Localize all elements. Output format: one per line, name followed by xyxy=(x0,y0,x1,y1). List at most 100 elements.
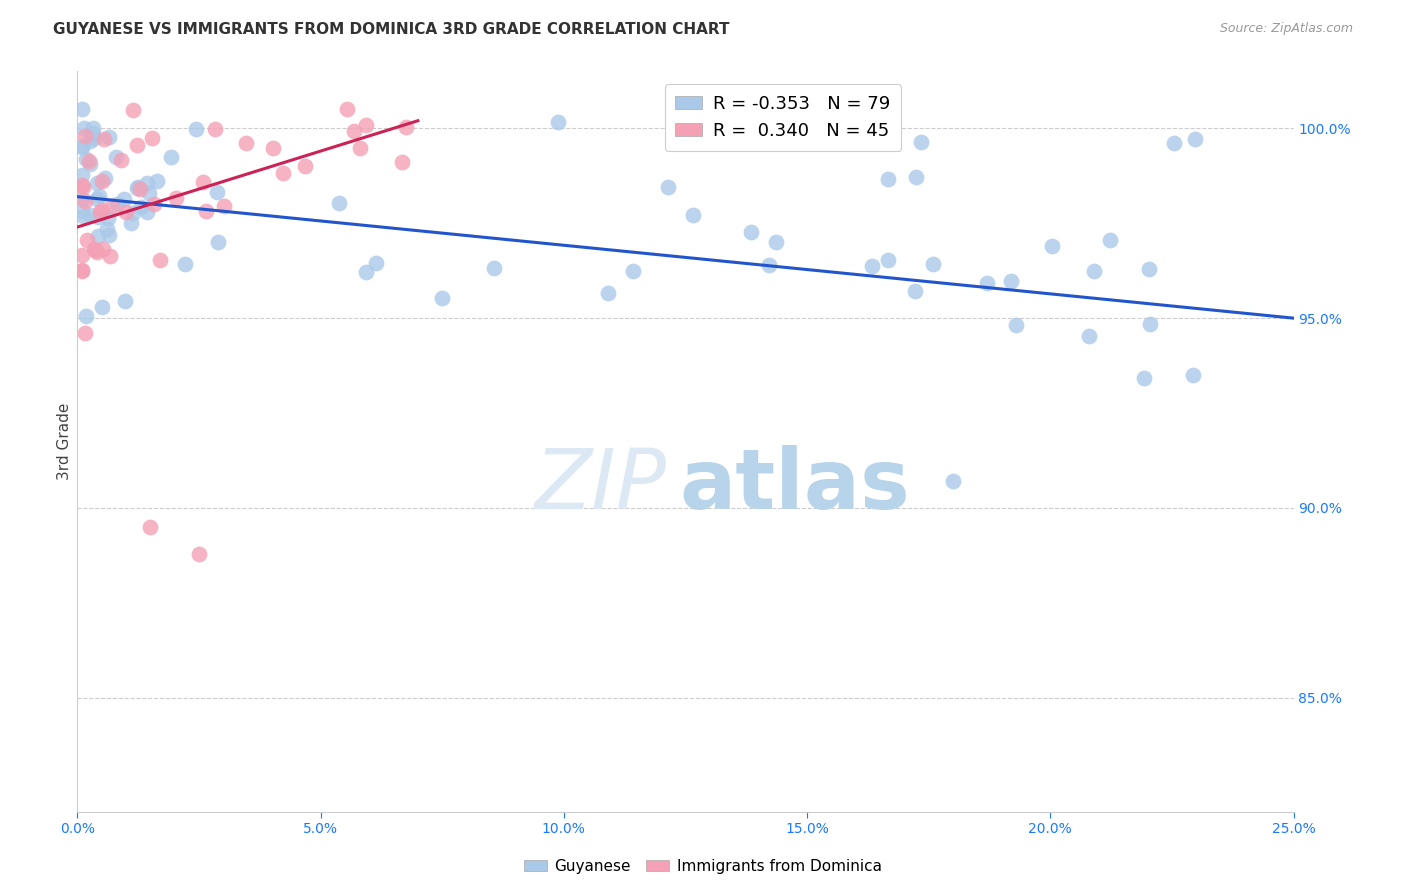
Point xyxy=(136,205,159,219)
Point xyxy=(98,227,121,242)
Point xyxy=(138,186,160,201)
Point xyxy=(366,255,388,269)
Point xyxy=(86,244,108,259)
Point xyxy=(136,176,159,190)
Point xyxy=(184,122,207,136)
Point xyxy=(70,178,93,192)
Text: GUYANESE VS IMMIGRANTS FROM DOMINICA 3RD GRADE CORRELATION CHART: GUYANESE VS IMMIGRANTS FROM DOMINICA 3RD… xyxy=(53,22,730,37)
Point xyxy=(139,520,162,534)
Point xyxy=(207,235,229,249)
Point xyxy=(91,300,114,314)
Point xyxy=(354,119,377,133)
Point xyxy=(430,291,453,305)
Point xyxy=(87,210,110,224)
Point xyxy=(193,175,215,189)
Point xyxy=(395,120,418,135)
Point xyxy=(86,192,108,206)
Point xyxy=(904,170,927,185)
Point xyxy=(328,195,350,210)
Point xyxy=(75,153,97,167)
Point xyxy=(740,226,762,240)
Point xyxy=(72,209,94,223)
Point xyxy=(79,154,101,169)
Point xyxy=(271,166,294,180)
Point xyxy=(72,180,94,194)
Text: Source: ZipAtlas.com: Source: ZipAtlas.com xyxy=(1219,22,1353,36)
Point xyxy=(621,263,644,277)
Point xyxy=(75,128,97,143)
Point xyxy=(94,170,117,185)
Point xyxy=(596,285,619,300)
Point xyxy=(1133,371,1156,385)
Point xyxy=(1005,318,1028,333)
Point xyxy=(354,265,377,279)
Point xyxy=(70,248,93,262)
Point xyxy=(105,197,128,211)
Point xyxy=(83,242,105,256)
Point xyxy=(188,547,211,561)
Point xyxy=(127,179,149,194)
Point xyxy=(70,264,93,278)
Point xyxy=(96,222,118,236)
Point xyxy=(125,181,148,195)
Point xyxy=(482,260,505,275)
Point xyxy=(1000,274,1022,288)
Point xyxy=(112,192,135,206)
Point xyxy=(174,257,197,271)
Point xyxy=(70,263,93,277)
Point xyxy=(70,193,93,207)
Point xyxy=(942,475,965,489)
Point xyxy=(235,136,257,150)
Legend: Guyanese, Immigrants from Dominica: Guyanese, Immigrants from Dominica xyxy=(517,853,889,880)
Point xyxy=(122,206,145,220)
Point xyxy=(910,135,932,149)
Point xyxy=(682,209,704,223)
Point xyxy=(204,122,226,136)
Point xyxy=(91,174,114,188)
Point xyxy=(877,253,900,268)
Y-axis label: 3rd Grade: 3rd Grade xyxy=(56,403,72,480)
Point xyxy=(976,276,998,290)
Point xyxy=(922,257,945,271)
Point xyxy=(91,202,114,217)
Point xyxy=(97,211,120,226)
Point xyxy=(89,205,111,219)
Point xyxy=(93,132,115,146)
Point xyxy=(1078,328,1101,343)
Point xyxy=(1040,239,1063,253)
Point xyxy=(86,177,108,191)
Point xyxy=(1098,234,1121,248)
Point xyxy=(207,185,229,199)
Point xyxy=(97,129,120,144)
Point xyxy=(98,249,121,263)
Point xyxy=(343,124,366,138)
Point xyxy=(79,208,101,222)
Point xyxy=(70,204,93,219)
Point xyxy=(195,204,218,219)
Point xyxy=(129,200,152,214)
Point xyxy=(903,284,925,298)
Point xyxy=(143,197,166,211)
Point xyxy=(262,141,284,155)
Point xyxy=(149,252,172,267)
Point xyxy=(391,154,413,169)
Point xyxy=(129,182,152,196)
Point xyxy=(86,228,108,243)
Point xyxy=(125,138,148,153)
Point xyxy=(83,131,105,145)
Text: ZIP: ZIP xyxy=(536,445,668,526)
Point xyxy=(82,120,104,135)
Point xyxy=(165,191,187,205)
Point xyxy=(75,326,97,340)
Text: atlas: atlas xyxy=(679,445,910,526)
Point xyxy=(87,189,110,203)
Point xyxy=(82,126,104,140)
Point xyxy=(122,103,145,117)
Point xyxy=(70,140,93,154)
Point xyxy=(876,172,898,186)
Point xyxy=(1182,368,1205,383)
Point xyxy=(212,199,235,213)
Point xyxy=(91,242,114,256)
Point xyxy=(146,174,169,188)
Point xyxy=(70,169,93,183)
